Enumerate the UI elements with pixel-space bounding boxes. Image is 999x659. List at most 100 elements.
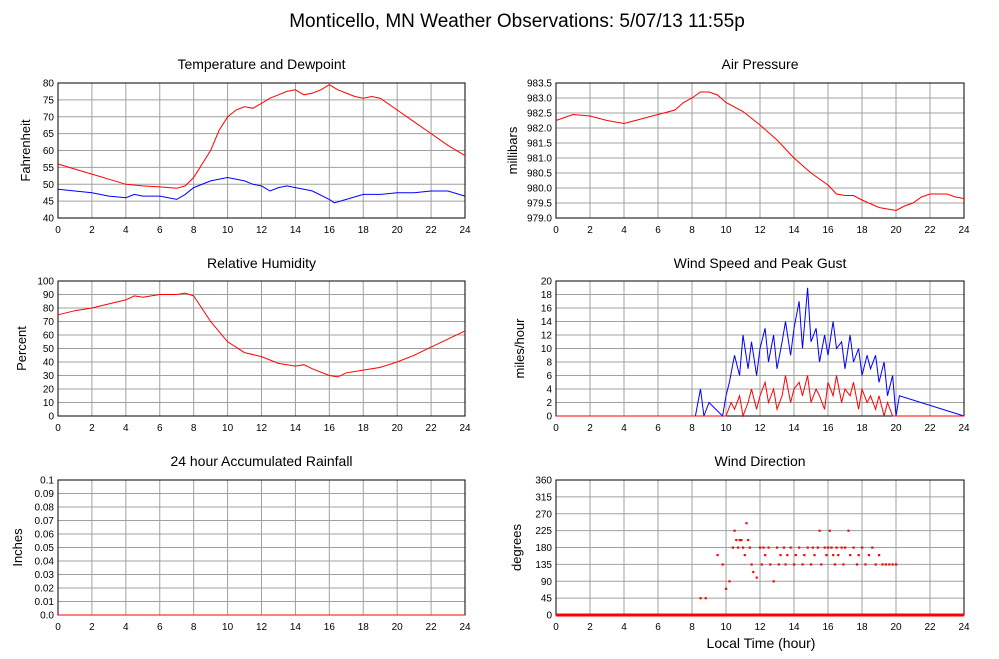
page-title: Monticello, MN Weather Observations: 5/0…: [289, 11, 745, 32]
data-point: [764, 554, 767, 557]
x-tick-label: 6: [655, 622, 661, 633]
y-tick-label: 55: [43, 163, 55, 174]
x-tick-label: 24: [958, 622, 970, 633]
y-tick-label: 70: [43, 317, 55, 328]
x-tick-label: 14: [290, 622, 302, 633]
y-tick-label: 100: [37, 277, 54, 288]
data-point: [871, 546, 874, 549]
x-tick-label: 8: [191, 622, 197, 633]
x-tick-label: 2: [587, 622, 593, 633]
x-tick-label: 4: [621, 423, 627, 434]
data-point: [782, 546, 785, 549]
data-point: [750, 563, 753, 566]
data-point: [833, 563, 836, 566]
data-point: [881, 563, 884, 566]
y-tick-label: 980.5: [527, 169, 552, 180]
x-tick-label: 22: [426, 225, 438, 236]
y-tick-label: 90: [541, 577, 553, 588]
data-point: [861, 546, 864, 549]
x-tick-label: 20: [392, 622, 404, 633]
y-tick-label: 315: [535, 492, 552, 503]
data-point: [844, 546, 847, 549]
y-tick-label: 0.04: [35, 557, 55, 568]
x-tick-label: 20: [392, 225, 404, 236]
data-point: [721, 563, 724, 566]
chart-title: Wind Direction: [714, 453, 805, 469]
data-point: [716, 554, 719, 557]
x-tick-label: 14: [788, 622, 800, 633]
y-tick-label: 0.06: [35, 530, 55, 541]
x-tick-label: 12: [256, 622, 268, 633]
y-tick-label: 0.02: [35, 584, 55, 595]
x-tick-label: 22: [426, 622, 438, 633]
data-point: [735, 539, 738, 542]
y-tick-label: 0.09: [35, 489, 55, 500]
y-tick-label: 0.03: [35, 570, 55, 581]
data-point: [827, 546, 830, 549]
x-tick-label: 6: [655, 423, 661, 434]
y-tick-label: 14: [541, 317, 553, 328]
y-tick-label: 983.5: [527, 79, 552, 90]
x-tick-label: 2: [89, 225, 95, 236]
y-tick-label: 20: [541, 277, 553, 288]
x-tick-label: 20: [890, 622, 902, 633]
series-line: [556, 287, 965, 418]
y-tick-label: 50: [43, 180, 55, 191]
data-point: [888, 563, 891, 566]
y-tick-label: 0: [546, 412, 552, 423]
plot-frame: [555, 280, 965, 417]
y-axis-label: degrees: [509, 524, 524, 571]
y-tick-label: 65: [43, 129, 55, 140]
y-tick-label: 80: [43, 79, 55, 90]
x-tick-label: 8: [191, 225, 197, 236]
x-tick-label: 0: [553, 225, 559, 236]
y-tick-label: 982.5: [527, 109, 552, 120]
data-point: [884, 563, 887, 566]
data-point: [849, 554, 852, 557]
data-point: [816, 546, 819, 549]
y-tick-label: 0.0: [40, 611, 54, 622]
y-tick-label: 50: [43, 344, 55, 355]
series-line: [555, 91, 965, 212]
x-tick-label: 14: [290, 423, 302, 434]
data-point: [786, 554, 789, 557]
data-point: [772, 580, 775, 583]
data-point: [874, 614, 877, 617]
y-axis-label: millibars: [505, 126, 520, 174]
y-axis-label: miles/hour: [512, 318, 527, 379]
x-tick-label: 18: [358, 622, 370, 633]
y-tick-label: 20: [43, 385, 55, 396]
data-point: [755, 576, 758, 579]
y-tick-label: 981.0: [527, 154, 552, 165]
data-point: [748, 546, 751, 549]
x-tick-label: 0: [55, 622, 61, 633]
x-tick-label: 20: [890, 423, 902, 434]
data-point: [825, 554, 828, 557]
x-tick-label: 10: [720, 622, 732, 633]
data-point: [811, 546, 814, 549]
x-tick-label: 8: [689, 225, 695, 236]
x-tick-label: 12: [754, 423, 766, 434]
x-tick-label: 20: [890, 225, 902, 236]
data-point: [891, 563, 894, 566]
x-tick-label: 10: [222, 622, 234, 633]
x-tick-label: 16: [324, 622, 336, 633]
plot-frame: [57, 280, 466, 417]
data-point: [704, 597, 707, 600]
x-tick-label: 18: [856, 225, 868, 236]
y-tick-label: 0.1: [40, 476, 54, 487]
data-point: [789, 546, 792, 549]
y-tick-label: 6: [546, 371, 552, 382]
data-point: [779, 554, 782, 557]
y-tick-label: 40: [43, 214, 55, 225]
y-axis-label: Inches: [10, 528, 25, 567]
data-point: [740, 539, 743, 542]
x-tick-label: 4: [123, 622, 129, 633]
x-tick-label: 10: [222, 225, 234, 236]
plot-frame: [57, 82, 466, 219]
x-tick-label: 20: [392, 423, 404, 434]
x-tick-label: 22: [924, 225, 936, 236]
